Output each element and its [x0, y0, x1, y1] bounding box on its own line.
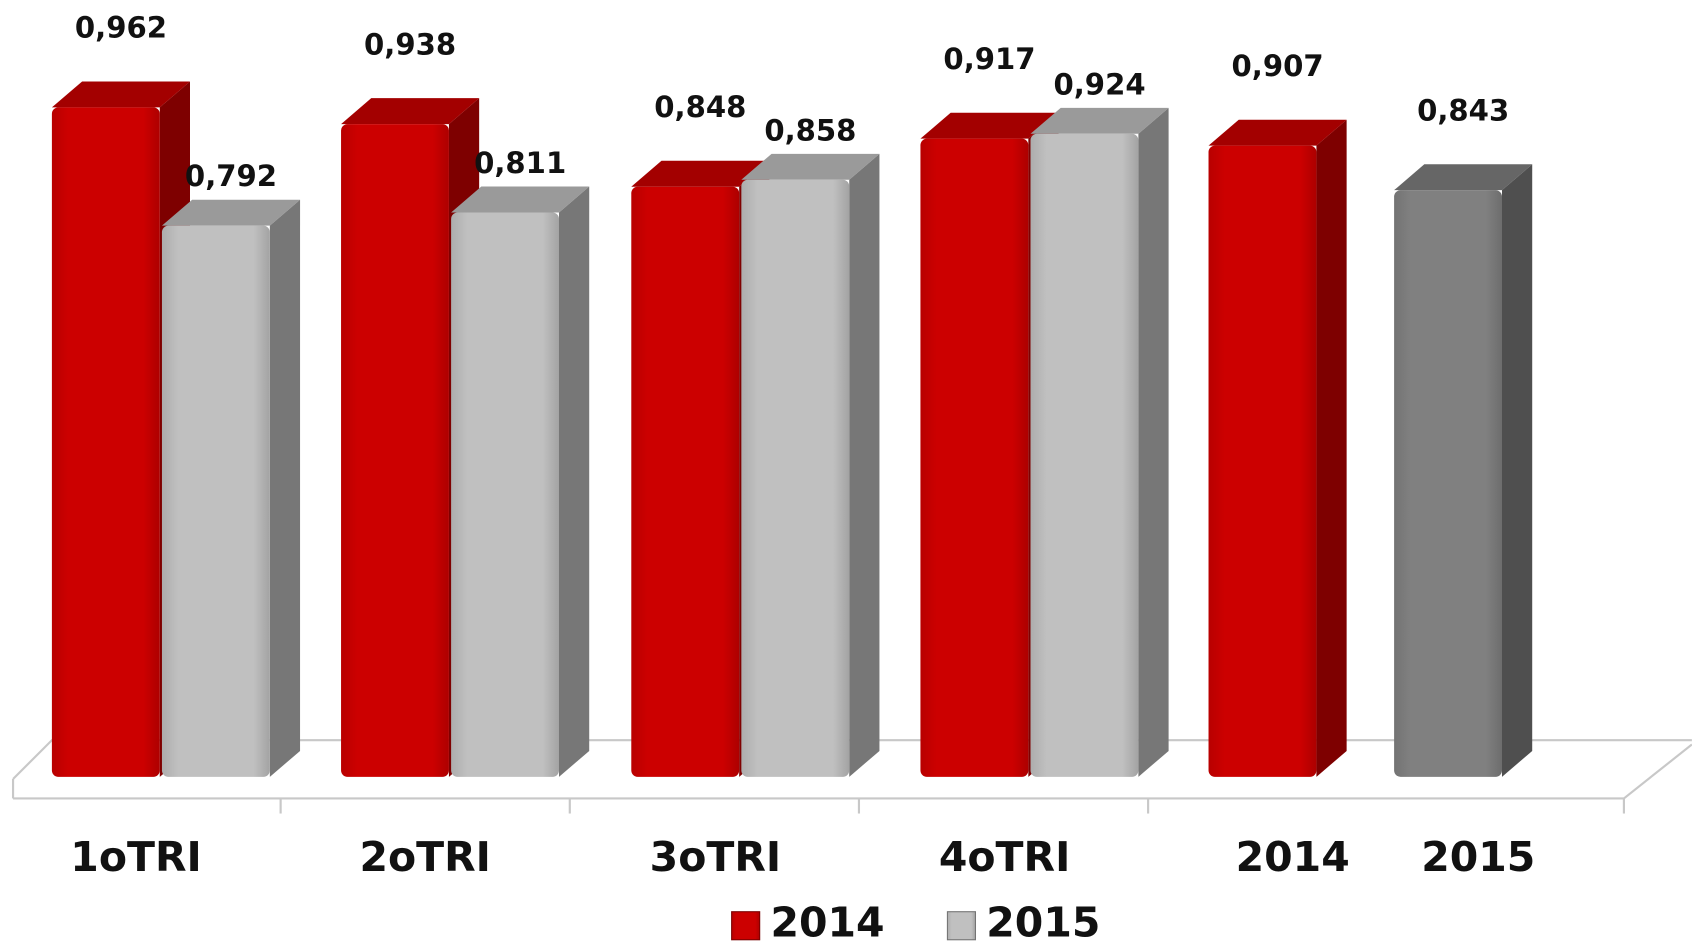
data-label: 0,843	[1417, 93, 1509, 127]
bar	[741, 153, 880, 777]
bar	[1394, 164, 1533, 777]
bar	[161, 199, 301, 777]
data-label: 0,924	[1053, 67, 1145, 101]
x-tick-label: 2015	[1421, 833, 1535, 881]
x-tick-label: 4oTRI	[939, 833, 1071, 881]
x-tick-label: 2014	[1236, 833, 1350, 881]
bar-top	[51, 81, 190, 108]
bar-front	[1394, 190, 1502, 777]
legend-swatch	[731, 911, 761, 941]
bar-top	[920, 112, 1059, 139]
data-label: 0,962	[75, 11, 167, 45]
data-label: 0,858	[764, 113, 856, 147]
bar-side	[1502, 164, 1533, 777]
bar-side	[559, 186, 590, 777]
bar-front	[51, 107, 160, 777]
bar-side	[269, 199, 301, 777]
bar	[451, 186, 590, 777]
bar-top	[161, 199, 301, 226]
bar-top	[451, 186, 590, 213]
bar-front	[451, 212, 559, 777]
x-tick-label: 1oTRI	[70, 833, 201, 881]
data-label: 0,938	[364, 27, 456, 61]
legend-swatch	[946, 911, 977, 941]
bar-top	[1030, 107, 1169, 134]
bar-top	[341, 98, 480, 125]
bar-front	[741, 179, 850, 777]
bar-side	[1138, 107, 1169, 777]
legend-label: 2015	[986, 899, 1100, 943]
bar	[1208, 119, 1347, 777]
bar-front	[1030, 133, 1139, 777]
legend-label: 2014	[770, 899, 884, 943]
bar	[1030, 107, 1169, 777]
bar-front	[341, 124, 449, 777]
bar-top	[1208, 119, 1347, 146]
bar-front	[631, 186, 740, 777]
bar-top	[741, 153, 880, 180]
data-label: 0,811	[474, 146, 566, 180]
data-label: 0,917	[943, 42, 1035, 76]
bar-front	[920, 138, 1029, 777]
data-label: 0,907	[1232, 49, 1324, 83]
data-label: 0,848	[654, 90, 746, 124]
bar-side	[1316, 119, 1347, 777]
data-label: 0,792	[185, 159, 277, 193]
bar-front	[161, 225, 270, 777]
bar-front	[1208, 145, 1317, 777]
bar-top	[631, 160, 770, 187]
x-tick-label: 2oTRI	[359, 833, 491, 881]
bar-side	[849, 153, 880, 777]
x-tick-label: 3oTRI	[650, 833, 782, 881]
bar-top	[1394, 164, 1533, 191]
